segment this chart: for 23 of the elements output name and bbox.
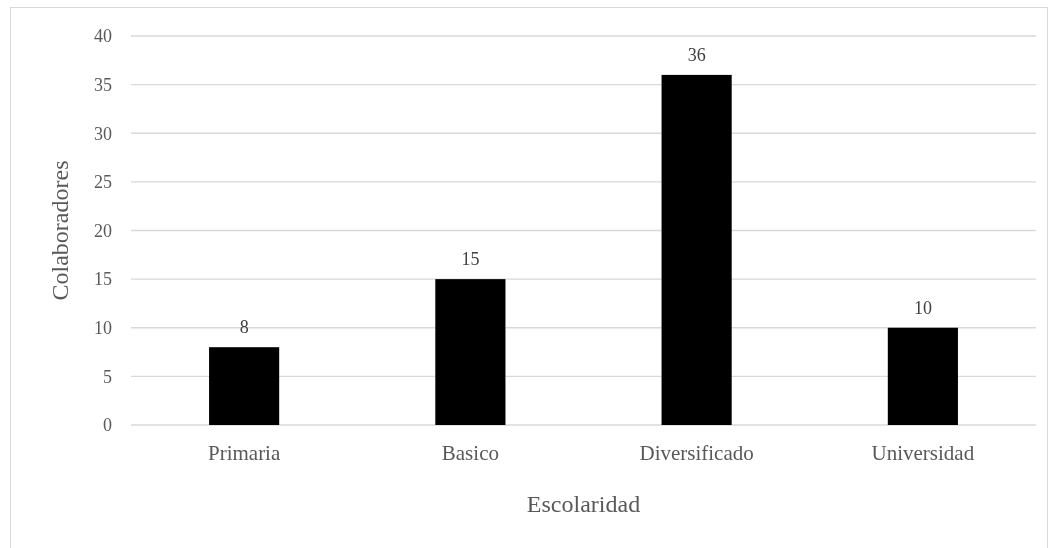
y-tick-label: 10: [94, 318, 112, 339]
y-tick-label: 0: [103, 415, 112, 436]
y-tick-label: 15: [94, 269, 112, 290]
data-label: 15: [461, 249, 480, 270]
x-tick-label: Universidad: [871, 441, 975, 465]
data-label: 10: [913, 297, 932, 318]
y-tick-label: 35: [94, 74, 112, 95]
y-tick-label: 5: [103, 366, 112, 387]
x-axis-title: Escolaridad: [526, 491, 641, 517]
bar: [661, 74, 732, 425]
bar: [209, 347, 280, 425]
bar: [887, 327, 958, 425]
y-tick-label: 20: [94, 220, 112, 241]
x-tick-label: Diversificado: [639, 441, 754, 465]
y-tick-label: 40: [94, 26, 112, 47]
y-tick-label: 30: [94, 123, 112, 144]
y-tick-label: 25: [94, 172, 112, 193]
x-tick-label: Primaria: [207, 441, 281, 465]
bar: [435, 279, 506, 425]
data-label: 8: [239, 317, 249, 338]
data-label: 36: [687, 44, 706, 65]
x-tick-label: Basico: [441, 441, 499, 465]
y-axis-title: Colaboradores: [47, 160, 73, 301]
